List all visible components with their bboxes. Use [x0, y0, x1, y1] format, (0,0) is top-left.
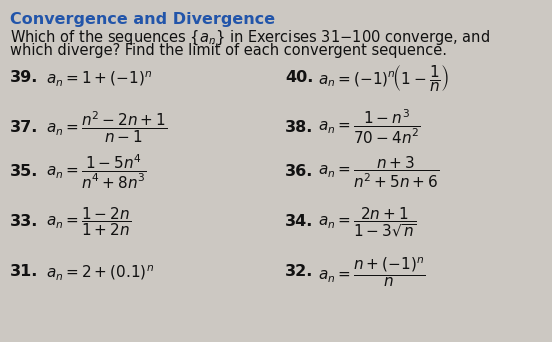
Text: $a_n = \dfrac{1 - 2n}{1 + 2n}$: $a_n = \dfrac{1 - 2n}{1 + 2n}$ — [46, 206, 131, 238]
Text: 36.: 36. — [285, 165, 314, 180]
Text: $a_n = (-1)^n\!\left(1 - \dfrac{1}{n}\right)$: $a_n = (-1)^n\!\left(1 - \dfrac{1}{n}\ri… — [318, 63, 449, 93]
Text: 35.: 35. — [10, 165, 39, 180]
Text: $a_n = \dfrac{n^2 - 2n + 1}{n - 1}$: $a_n = \dfrac{n^2 - 2n + 1}{n - 1}$ — [46, 109, 167, 145]
Text: $a_n = \dfrac{n + 3}{n^2 + 5n + 6}$: $a_n = \dfrac{n + 3}{n^2 + 5n + 6}$ — [318, 154, 439, 190]
Text: $a_n = \dfrac{1 - 5n^4}{n^4 + 8n^3}$: $a_n = \dfrac{1 - 5n^4}{n^4 + 8n^3}$ — [46, 153, 147, 191]
Text: 39.: 39. — [10, 70, 39, 86]
Text: $a_n = \dfrac{n + (-1)^n}{n}$: $a_n = \dfrac{n + (-1)^n}{n}$ — [318, 255, 426, 289]
Text: Which of the sequences $\{a_n\}$ in Exercises 31$-$100 converge, and: Which of the sequences $\{a_n\}$ in Exer… — [10, 29, 490, 48]
Text: 31.: 31. — [10, 264, 39, 279]
Text: 33.: 33. — [10, 214, 39, 229]
Text: 38.: 38. — [285, 119, 314, 134]
Text: Convergence and Divergence: Convergence and Divergence — [10, 12, 275, 27]
Text: 32.: 32. — [285, 264, 314, 279]
Text: $a_n = \dfrac{1 - n^3}{70 - 4n^2}$: $a_n = \dfrac{1 - n^3}{70 - 4n^2}$ — [318, 108, 421, 146]
Text: $a_n = 2 + (0.1)^n$: $a_n = 2 + (0.1)^n$ — [46, 263, 154, 281]
Text: which diverge? Find the limit of each convergent sequence.: which diverge? Find the limit of each co… — [10, 43, 447, 58]
Text: 37.: 37. — [10, 119, 39, 134]
Text: 40.: 40. — [285, 70, 314, 86]
Text: $a_n = \dfrac{2n + 1}{1 - 3\sqrt{n}}$: $a_n = \dfrac{2n + 1}{1 - 3\sqrt{n}}$ — [318, 205, 417, 239]
Text: 34.: 34. — [285, 214, 314, 229]
Text: $a_n = 1 + (-1)^n$: $a_n = 1 + (-1)^n$ — [46, 68, 152, 88]
